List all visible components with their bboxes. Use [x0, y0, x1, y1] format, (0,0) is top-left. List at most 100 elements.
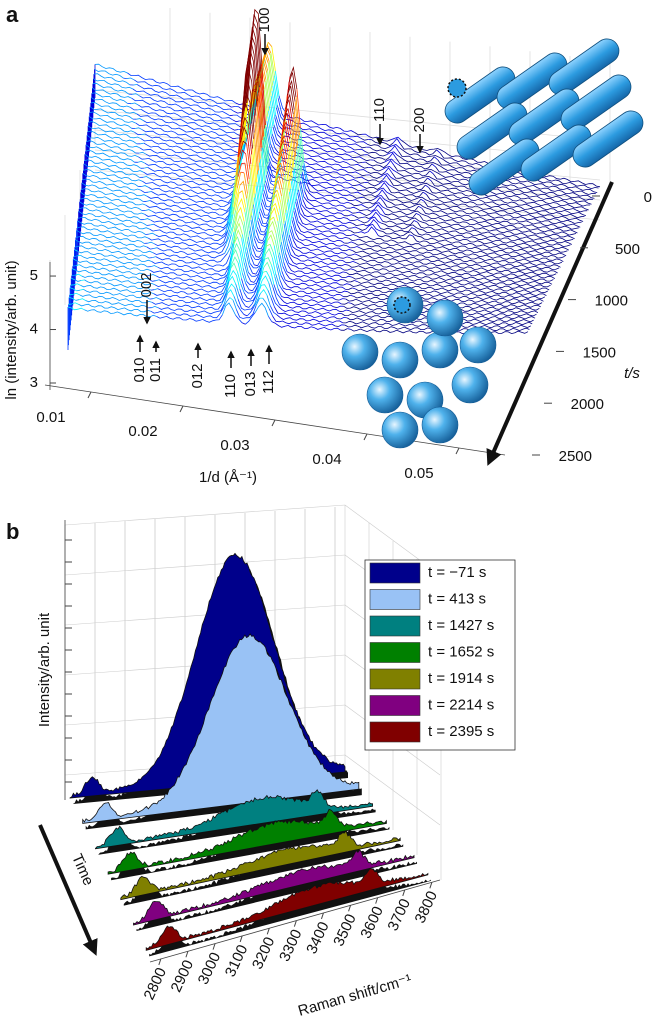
y-axis-label: Intensity/arb. unit — [36, 612, 53, 727]
trace-line — [91, 97, 131, 108]
trace-line — [227, 255, 232, 269]
trace-line — [73, 258, 77, 262]
trace-line — [283, 140, 288, 160]
trace-line — [227, 268, 232, 284]
trace-line — [259, 211, 271, 225]
trace-line — [266, 295, 271, 306]
trace-line — [361, 216, 366, 218]
peak-label: 110 — [222, 374, 239, 398]
trace-line — [233, 213, 238, 233]
trace-line — [272, 252, 278, 267]
trace-line — [274, 239, 279, 256]
trace-line — [91, 92, 128, 104]
trace-line — [134, 131, 142, 136]
y-tick-label: 500 — [615, 241, 640, 258]
trace-line — [232, 300, 237, 310]
trace-line — [248, 289, 253, 292]
trace-line — [227, 283, 236, 290]
trace-line — [278, 255, 283, 272]
trace-line — [439, 152, 599, 190]
trace-line — [234, 176, 239, 195]
trace-line — [289, 191, 294, 218]
trace-line — [365, 216, 369, 219]
trace-line — [271, 46, 276, 72]
trace-line — [237, 206, 245, 222]
trace-line — [289, 66, 298, 90]
trace-line — [225, 280, 230, 294]
trace-line — [254, 236, 266, 244]
legend-label: t = −71 s — [428, 564, 486, 581]
y-tick-label: 2500 — [559, 448, 592, 465]
trace-line — [238, 294, 246, 307]
trace-line — [249, 169, 254, 205]
trace-line — [360, 137, 369, 141]
trace-line — [271, 202, 280, 215]
trace-line — [349, 234, 357, 237]
trace-line — [367, 209, 372, 212]
trace-line — [435, 166, 593, 201]
trace-line — [228, 275, 237, 285]
trace-line — [285, 99, 290, 109]
tick-mark — [375, 897, 379, 904]
trace-line — [151, 305, 159, 309]
x-tick-label: 2800 — [141, 965, 171, 1002]
trace-line — [132, 93, 140, 97]
cylinder — [456, 102, 528, 160]
trace-line — [246, 306, 255, 317]
trace-line — [253, 83, 258, 86]
trace-line — [90, 101, 138, 115]
trace-line — [143, 171, 238, 191]
trace-line — [350, 230, 358, 234]
trace-line — [156, 275, 227, 285]
trace-line — [78, 207, 141, 221]
trace-line — [256, 69, 262, 77]
legend-swatch — [369, 695, 421, 716]
trace-line — [335, 299, 340, 301]
trace-line — [276, 105, 285, 122]
trace-line — [262, 193, 274, 208]
trace-line — [409, 234, 414, 237]
trace-line — [270, 206, 279, 221]
trace-line — [301, 204, 351, 222]
trace-line — [237, 271, 242, 284]
trace-line — [137, 104, 232, 129]
trace-line — [292, 246, 341, 259]
trace-line — [428, 187, 585, 219]
trace-line — [358, 201, 377, 205]
trace-line — [133, 79, 228, 106]
trace-line — [221, 289, 229, 305]
sphere — [366, 376, 404, 414]
peak-label: 012 — [189, 363, 206, 388]
trace-line — [288, 72, 297, 98]
trace-line — [237, 262, 242, 279]
cylinder — [468, 138, 540, 196]
trace-line — [229, 214, 234, 231]
sphere — [381, 411, 419, 449]
trace-line — [150, 223, 154, 226]
trace-line — [255, 256, 260, 258]
ridge-side — [149, 874, 431, 957]
trace-line — [338, 324, 346, 327]
cylinder — [560, 74, 632, 132]
trace-line — [227, 104, 235, 108]
trace-line — [265, 79, 270, 107]
trace-line — [137, 160, 146, 164]
trace-line — [149, 274, 157, 277]
trace-line — [76, 226, 149, 239]
trace-line — [77, 220, 146, 235]
trace-line — [94, 68, 124, 79]
wall-grid — [64, 504, 346, 526]
trace-line — [93, 78, 134, 90]
trace-line — [268, 63, 273, 91]
trace-line — [144, 133, 245, 157]
trace-line — [241, 116, 249, 132]
trace-line — [86, 140, 136, 154]
trace-line — [437, 159, 596, 195]
trace-line — [248, 265, 253, 274]
trace-line — [233, 296, 238, 305]
trace-line — [286, 247, 291, 258]
trace-line — [355, 211, 364, 215]
trace-line — [345, 287, 353, 290]
z-tick-label: 3 — [30, 374, 38, 391]
trace-line — [81, 182, 148, 197]
